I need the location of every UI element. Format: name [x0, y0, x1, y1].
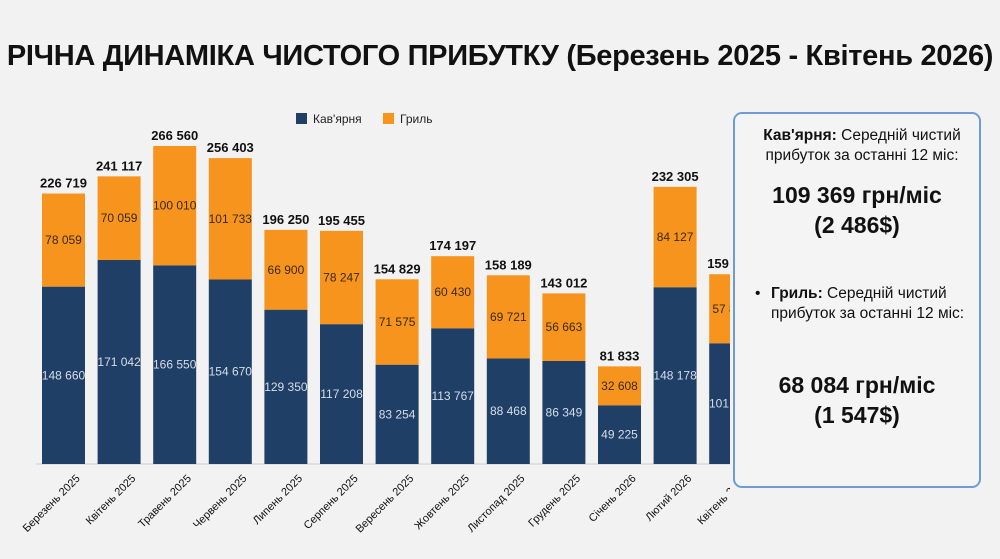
grill-summary-label: Гриль: — [771, 285, 823, 302]
cafe-average-usd: (2 486$) — [814, 212, 900, 238]
bar-cafe — [431, 328, 475, 464]
grill-value-label: 100 010 — [153, 199, 197, 213]
total-value-label: 266 560 — [151, 128, 198, 143]
cafe-value-label: 129 350 — [264, 380, 308, 394]
grill-value-label: 66 900 — [268, 263, 305, 277]
cafe-value-label: 86 349 — [546, 405, 583, 419]
bar-grill — [542, 293, 586, 361]
legend-label-grill: Гриль — [400, 112, 432, 126]
cafe-summary-description: Середній чистий прибуток за останні 12 м… — [765, 127, 961, 164]
bar-cafe — [709, 343, 730, 464]
bar-grill — [153, 146, 197, 266]
grill-value-label: 78 247 — [323, 271, 360, 285]
total-value-label: 232 305 — [652, 169, 699, 184]
grill-value-label: 78 059 — [45, 233, 82, 247]
cafe-value-label: 101 189 — [709, 397, 730, 411]
cafe-value-label: 148 178 — [653, 369, 697, 383]
grill-average-value: 68 084 грн/міс — [778, 372, 936, 398]
total-value-label: 256 403 — [207, 140, 254, 155]
total-value-label: 226 719 — [40, 176, 87, 191]
total-value-label: 154 829 — [374, 261, 421, 276]
bar-cafe — [653, 287, 697, 464]
grill-value-label: 84 127 — [657, 230, 694, 244]
grill-value-label: 71 575 — [379, 315, 416, 329]
grill-value-label: 101 733 — [209, 212, 253, 226]
x-tick-label: Лютий 2026 — [643, 473, 694, 524]
grill-value-label: 32 608 — [601, 379, 638, 393]
cafe-average-value: 109 369 грн/міс — [772, 182, 942, 208]
stacked-bar-chart: Кав'ярня Гриль 148 660 78 059 226 719 Берез… — [21, 112, 730, 535]
bar-cafe — [375, 364, 419, 464]
grill-summary-text: • Гриль: Середній чистий прибуток за ост… — [755, 284, 971, 324]
bar-cafe — [42, 286, 85, 464]
total-value-label: 174 197 — [429, 238, 476, 253]
bar-cafe — [542, 360, 586, 464]
grill-average-usd: (1 547$) — [814, 402, 900, 428]
x-tick-label: Вересень 2025 — [354, 473, 417, 536]
cafe-value-label: 88 468 — [490, 404, 527, 418]
grill-value-label: 60 430 — [434, 285, 471, 299]
cafe-value-label: 117 208 — [320, 387, 363, 401]
bar-grill — [97, 176, 141, 260]
x-tick-label: Квітень 2026 — [695, 473, 730, 527]
cafe-summary-text: Кав'ярня: Середній чистий прибуток за ос… — [757, 126, 967, 166]
total-value-label: 195 455 — [318, 213, 365, 228]
legend: Кав'ярня Гриль — [296, 112, 432, 126]
cafe-value-label: 171 042 — [97, 355, 141, 369]
x-tick-label: Травень 2025 — [136, 473, 194, 531]
legend-label-cafe: Кав'ярня — [313, 112, 362, 126]
bar-grill — [320, 230, 363, 325]
legend-swatch-grill — [383, 113, 394, 124]
cafe-value-label: 49 225 — [601, 428, 638, 442]
bars-group: 148 660 78 059 226 719 Березень 2025 171 042… — [21, 128, 730, 535]
total-value-label: 158 189 — [485, 257, 532, 272]
grill-value-label: 57 886 — [712, 302, 730, 316]
cafe-value-label: 83 254 — [379, 407, 416, 421]
total-value-label: 196 250 — [262, 212, 309, 227]
bar-cafe — [153, 265, 197, 464]
bar-cafe — [598, 405, 641, 464]
cafe-value-label: 166 550 — [153, 358, 197, 372]
x-tick-label: Липень 2025 — [251, 473, 305, 527]
bar-grill — [653, 186, 697, 288]
cafe-value-label: 154 670 — [209, 365, 253, 379]
chart-title: РІЧНА ДИНАМІКА ЧИСТОГО ПРИБУТКУ (Березен… — [6, 40, 994, 72]
bar-grill — [208, 158, 252, 280]
x-tick-label: Жовтень 2025 — [412, 473, 471, 532]
x-tick-label: Листопад 2025 — [465, 473, 527, 535]
x-tick-label: Серпень 2025 — [302, 473, 361, 532]
summary-box: Кав'ярня: Середній чистий прибуток за ос… — [733, 112, 981, 488]
total-value-label: 241 117 — [96, 158, 142, 173]
bar-grill — [375, 279, 419, 365]
bar-grill — [598, 366, 641, 406]
total-value-label: 143 012 — [540, 275, 587, 290]
bar-cafe — [486, 358, 530, 464]
grill-value-label: 70 059 — [101, 211, 138, 225]
grill-value-label: 69 721 — [490, 310, 527, 324]
grill-value-label: 56 663 — [546, 320, 583, 334]
bar-cafe — [264, 309, 308, 464]
bar-grill — [431, 256, 475, 329]
x-tick-label: Січень 2026 — [587, 473, 639, 525]
total-value-label: 81 833 — [600, 348, 640, 363]
total-value-label: 159 075 — [707, 256, 730, 271]
x-tick-label: Грудень 2025 — [526, 473, 583, 530]
bar-grill — [42, 193, 85, 287]
grill-bullet: • — [755, 285, 761, 302]
cafe-value-label: 113 767 — [431, 389, 474, 403]
grill-summary-description: Середній чистий прибуток за останні 12 м… — [771, 285, 965, 322]
cafe-value-label: 148 660 — [42, 368, 86, 382]
bar-grill — [709, 274, 730, 344]
x-tick-label: Березень 2025 — [21, 473, 83, 535]
cafe-summary-label: Кав'ярня: — [763, 127, 837, 144]
bar-cafe — [320, 324, 363, 464]
x-tick-label: Червень 2025 — [191, 473, 250, 532]
x-tick-label: Квітень 2025 — [84, 473, 138, 527]
bar-cafe — [97, 259, 141, 464]
bar-grill — [264, 229, 308, 310]
bar-grill — [486, 275, 530, 359]
bar-cafe — [208, 279, 252, 464]
legend-swatch-cafe — [296, 113, 307, 124]
